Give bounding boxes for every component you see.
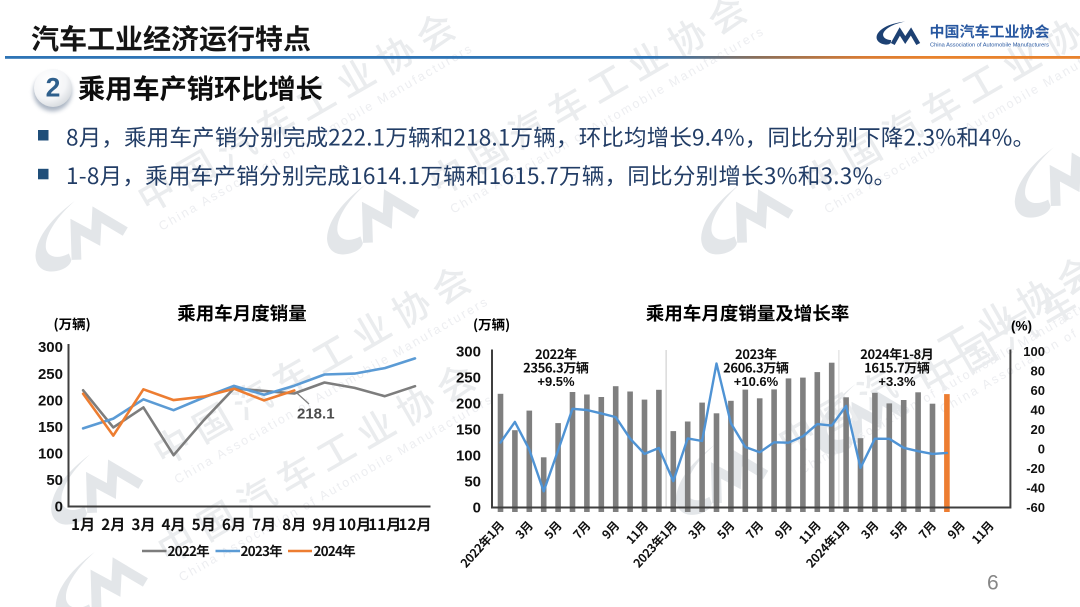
svg-text:0: 0: [55, 499, 63, 516]
svg-text:0: 0: [473, 500, 481, 517]
svg-text:100: 100: [456, 448, 481, 465]
svg-text:200: 200: [456, 396, 481, 413]
svg-text:50: 50: [464, 474, 481, 491]
svg-text:150: 150: [456, 422, 481, 439]
svg-text:150: 150: [38, 419, 63, 436]
svg-text:2: 2: [46, 73, 61, 103]
svg-text:100: 100: [1023, 344, 1045, 359]
svg-text:50: 50: [46, 472, 63, 489]
svg-text:300: 300: [456, 344, 481, 361]
svg-text:0: 0: [1038, 442, 1045, 457]
svg-text:-20: -20: [1026, 461, 1045, 476]
svg-text:100: 100: [38, 446, 63, 463]
svg-text:-40: -40: [1026, 481, 1045, 496]
svg-text:-60: -60: [1026, 500, 1045, 515]
svg-text:250: 250: [456, 370, 481, 387]
svg-text:+3.3%: +3.3%: [878, 374, 916, 389]
svg-text:+9.5%: +9.5%: [537, 374, 575, 389]
svg-text:20: 20: [1031, 422, 1045, 437]
svg-text:300: 300: [38, 339, 63, 356]
svg-text:40: 40: [1031, 403, 1045, 418]
svg-text:250: 250: [38, 366, 63, 383]
svg-text:China Association of Automobil: China Association of Automobile Manufact…: [930, 43, 1049, 49]
svg-text:+10.6%: +10.6%: [734, 374, 779, 389]
svg-text:6: 6: [987, 572, 999, 595]
svg-text:218.1: 218.1: [297, 406, 335, 423]
svg-text:80: 80: [1031, 364, 1045, 379]
svg-text:(%): (%): [1011, 319, 1032, 334]
svg-text:60: 60: [1031, 383, 1045, 398]
svg-text:200: 200: [38, 392, 63, 409]
